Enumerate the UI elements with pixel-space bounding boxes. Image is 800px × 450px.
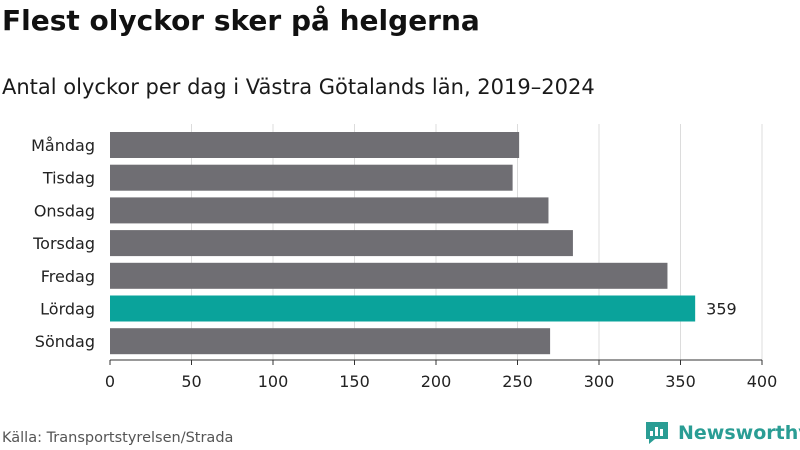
x-tick-label: 250 <box>502 372 533 391</box>
chart-subtitle: Antal olyckor per dag i Västra Götalands… <box>2 75 595 99</box>
category-label: Torsdag <box>32 234 95 253</box>
bar <box>110 328 551 355</box>
category-label: Tisdag <box>42 169 95 188</box>
x-tick-label: 150 <box>339 372 370 391</box>
x-tick-label: 50 <box>181 372 201 391</box>
category-label: Måndag <box>31 136 95 155</box>
x-tick-label: 200 <box>421 372 452 391</box>
newsworthy-logo-icon <box>646 422 668 444</box>
brand-logo: Newsworthy <box>644 420 800 446</box>
category-label: Lördag <box>40 300 95 319</box>
x-tick-label: 100 <box>258 372 289 391</box>
category-label: Söndag <box>35 332 95 351</box>
bar <box>110 164 513 191</box>
category-label: Fredag <box>41 267 95 286</box>
source-note: Källa: Transportstyrelsen/Strada <box>2 430 234 446</box>
bar <box>110 230 573 257</box>
x-tick-label: 0 <box>105 372 115 391</box>
bar <box>110 132 520 158</box>
x-tick-label: 400 <box>747 372 778 391</box>
brand-name: Newsworthy <box>678 422 800 444</box>
bar <box>110 295 696 322</box>
data-label: 359 <box>706 300 737 319</box>
bar <box>110 197 549 224</box>
bar <box>110 262 668 289</box>
category-label: Onsdag <box>34 201 95 220</box>
chart-title: Flest olyckor sker på helgerna <box>2 4 480 37</box>
x-tick-label: 300 <box>584 372 615 391</box>
x-tick-label: 350 <box>665 372 696 391</box>
